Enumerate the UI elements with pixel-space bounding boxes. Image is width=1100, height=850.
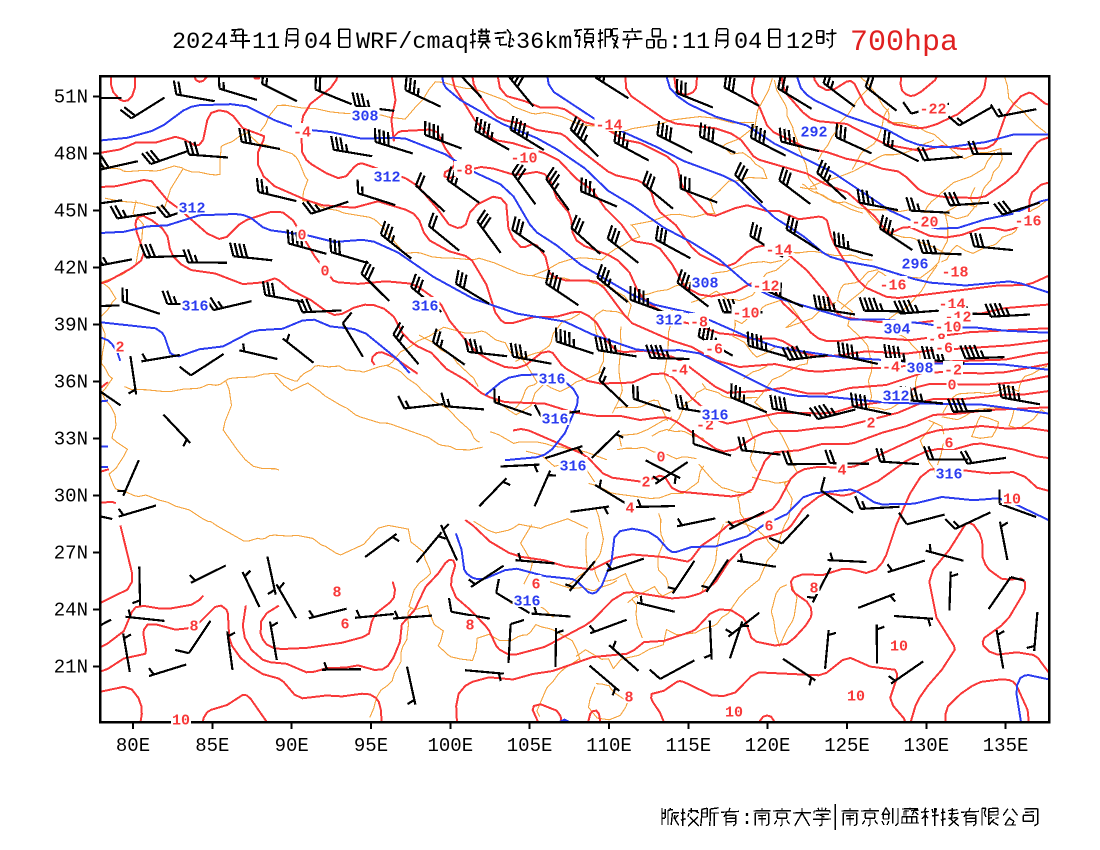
svg-text:312: 312	[655, 313, 682, 330]
svg-text:316: 316	[935, 467, 962, 484]
svg-text:-20: -20	[911, 215, 938, 232]
svg-text:4: 4	[837, 463, 846, 480]
svg-text:-6: -6	[705, 342, 723, 359]
svg-text:6: 6	[944, 436, 953, 453]
svg-text:10: 10	[847, 689, 865, 706]
svg-text:316: 316	[538, 372, 565, 389]
svg-text:-16: -16	[1014, 214, 1041, 231]
svg-text:04: 04	[304, 29, 332, 56]
svg-text::: :	[668, 29, 682, 56]
svg-text:2024: 2024	[172, 29, 228, 56]
svg-text:-10: -10	[732, 306, 759, 323]
svg-text:-2: -2	[696, 418, 714, 435]
svg-text:308: 308	[351, 109, 378, 126]
svg-text:115E: 115E	[665, 735, 711, 757]
svg-text:312: 312	[373, 170, 400, 187]
svg-text:-12: -12	[752, 279, 779, 296]
svg-text:0: 0	[297, 228, 306, 245]
svg-text:296: 296	[901, 257, 928, 274]
svg-text:2: 2	[115, 340, 124, 357]
svg-text:12: 12	[786, 29, 814, 56]
svg-text:36N: 36N	[54, 372, 88, 394]
svg-text:90E: 90E	[275, 735, 309, 757]
svg-text:304: 304	[883, 322, 910, 339]
svg-text:110E: 110E	[586, 735, 632, 757]
svg-text:-6: -6	[935, 341, 953, 358]
svg-text:-14: -14	[765, 243, 792, 260]
svg-text:48N: 48N	[54, 144, 88, 166]
svg-text:0: 0	[656, 450, 665, 467]
svg-text:10: 10	[890, 639, 908, 656]
svg-text:04: 04	[734, 29, 762, 56]
svg-text:-4: -4	[670, 363, 688, 380]
svg-text:30N: 30N	[54, 486, 88, 508]
svg-text:130E: 130E	[903, 735, 949, 757]
svg-text:0: 0	[947, 378, 956, 395]
svg-text:312: 312	[882, 389, 909, 406]
svg-text:10: 10	[1003, 492, 1021, 509]
svg-text:8: 8	[465, 618, 474, 635]
svg-text:95E: 95E	[354, 735, 388, 757]
svg-text:27N: 27N	[54, 543, 88, 565]
svg-text:316: 316	[181, 299, 208, 316]
svg-text:WRF/cmaq: WRF/cmaq	[356, 29, 469, 56]
svg-text:4: 4	[625, 501, 634, 518]
svg-text:125E: 125E	[824, 735, 870, 757]
svg-text:8: 8	[624, 690, 633, 707]
svg-text:292: 292	[800, 125, 827, 142]
svg-text:308: 308	[906, 361, 933, 378]
svg-text:8: 8	[809, 581, 818, 598]
svg-text:11: 11	[682, 29, 710, 56]
svg-text:-22: -22	[919, 102, 946, 119]
svg-text:-16: -16	[879, 278, 906, 295]
svg-text:6: 6	[531, 577, 540, 594]
svg-text:2: 2	[641, 475, 650, 492]
svg-text:10: 10	[172, 713, 190, 730]
svg-text:33N: 33N	[54, 429, 88, 451]
svg-text:100E: 100E	[427, 735, 473, 757]
svg-text:21N: 21N	[54, 657, 88, 679]
svg-text:316: 316	[513, 594, 540, 611]
svg-text:0: 0	[320, 264, 329, 281]
svg-text:316: 316	[701, 408, 728, 425]
svg-text:8: 8	[189, 619, 198, 636]
svg-text:2: 2	[866, 416, 875, 433]
svg-text:-18: -18	[941, 265, 968, 282]
svg-text:11: 11	[252, 29, 280, 56]
svg-text:316: 316	[411, 299, 438, 316]
svg-text:-8: -8	[455, 163, 473, 180]
svg-text:-2: -2	[944, 363, 962, 380]
svg-text:6: 6	[764, 519, 773, 536]
svg-text::: :	[741, 808, 753, 831]
svg-text:39N: 39N	[54, 315, 88, 337]
svg-text:42N: 42N	[54, 258, 88, 280]
svg-text:308: 308	[691, 276, 718, 293]
svg-text:-8: -8	[690, 315, 708, 332]
svg-text:-4: -4	[293, 125, 311, 142]
svg-text:700hpa: 700hpa	[850, 26, 958, 60]
svg-text:316: 316	[541, 412, 568, 429]
svg-text:-4: -4	[882, 360, 900, 377]
svg-text:6: 6	[340, 617, 349, 634]
svg-text:-10: -10	[510, 151, 537, 168]
svg-text:80E: 80E	[116, 735, 150, 757]
svg-text:105E: 105E	[507, 735, 553, 757]
svg-text:135E: 135E	[983, 735, 1029, 757]
svg-text:51N: 51N	[54, 87, 88, 109]
svg-text:24N: 24N	[54, 600, 88, 622]
svg-text:316: 316	[559, 459, 586, 476]
svg-text:45N: 45N	[54, 201, 88, 223]
svg-text:8: 8	[332, 585, 341, 602]
svg-text:120E: 120E	[745, 735, 791, 757]
svg-text:312: 312	[178, 201, 205, 218]
svg-text:85E: 85E	[195, 735, 229, 757]
svg-text:-14: -14	[595, 118, 622, 135]
svg-text:36km: 36km	[516, 29, 572, 56]
svg-text:10: 10	[725, 705, 743, 722]
